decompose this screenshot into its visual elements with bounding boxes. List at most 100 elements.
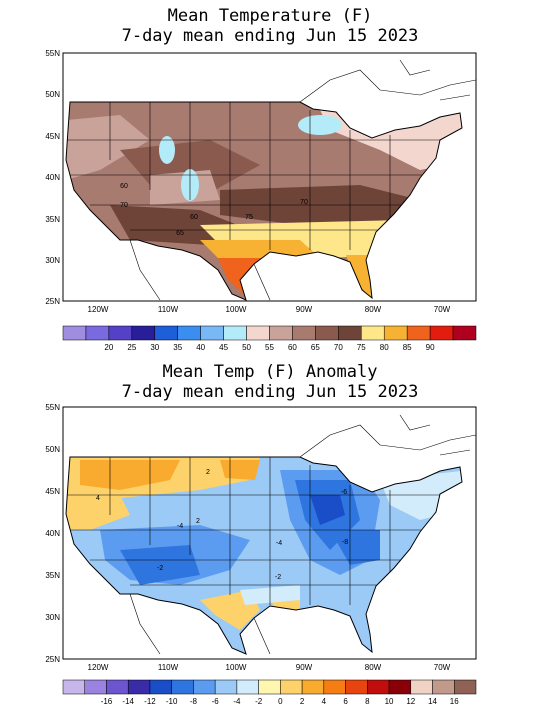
top-legend-tick: 65 bbox=[311, 343, 320, 352]
bottom-legend-swatch bbox=[106, 679, 129, 695]
bottom-legend-swatch bbox=[345, 679, 368, 695]
bottom-legend-swatch bbox=[323, 679, 346, 695]
bottom-legend-tick: 8 bbox=[365, 697, 370, 706]
top-lon-label: 100W bbox=[226, 305, 247, 314]
bottom-legend-swatch bbox=[62, 679, 85, 695]
top-coastlines bbox=[129, 59, 476, 301]
contour-label: 4 bbox=[96, 495, 100, 502]
top-lon-label: 70W bbox=[434, 305, 451, 314]
bottom-title-line2: 7-day mean ending Jun 15 2023 bbox=[121, 382, 419, 402]
contour-label: 60 bbox=[190, 214, 198, 221]
bottom-lon-label: 90W bbox=[296, 663, 313, 672]
top-legend-swatch bbox=[108, 325, 133, 341]
bottom-legend-swatch bbox=[193, 679, 216, 695]
top-legend-swatch bbox=[177, 325, 201, 341]
top-lon-label: 80W bbox=[365, 305, 382, 314]
top-lon-axis: 120W 110W 100W 90W 80W 70W bbox=[88, 305, 451, 314]
top-lat-label: 40N bbox=[45, 173, 60, 182]
contour-label: 2 bbox=[206, 469, 210, 476]
contour-label: 75 bbox=[245, 214, 253, 221]
bottom-legend-tick: 12 bbox=[406, 697, 415, 706]
top-lat-label: 35N bbox=[45, 215, 60, 224]
bottom-lat-label: 40N bbox=[45, 529, 60, 538]
bottom-map: 55N 50N 45N 40N 35N 30N 25N 120W 110W 10… bbox=[45, 403, 477, 672]
top-legend-swatch bbox=[383, 325, 408, 341]
bottom-legend: -16 -14 -12 -10 -8 -6 -4 -2 0 2 4 6 8 10 12 14 16 bbox=[62, 679, 477, 706]
contour-label: -6 bbox=[341, 489, 347, 496]
bottom-legend-tick: 0 bbox=[278, 697, 283, 706]
top-lon-label: 110W bbox=[158, 305, 179, 314]
top-lat-label: 45N bbox=[45, 132, 60, 141]
bottom-lon-axis: 120W 110W 100W 90W 80W 70W bbox=[88, 663, 451, 672]
contour-label: -8 bbox=[342, 539, 348, 546]
top-legend-swatch bbox=[154, 325, 178, 341]
bottom-legend-tick: -2 bbox=[255, 697, 263, 706]
top-legend-tick: 55 bbox=[265, 343, 274, 352]
bottom-legend-tick: 14 bbox=[428, 697, 437, 706]
bottom-lon-label: 80W bbox=[365, 663, 382, 672]
bottom-legend-tick: -16 bbox=[101, 697, 113, 706]
top-legend-swatch bbox=[429, 325, 454, 341]
top-lon-label: 90W bbox=[296, 305, 313, 314]
top-legend-swatch bbox=[131, 325, 156, 341]
bottom-state-borders bbox=[66, 457, 462, 605]
top-legend-swatch bbox=[200, 325, 224, 341]
bottom-legend-tick: -14 bbox=[122, 697, 134, 706]
bottom-legend-swatch bbox=[149, 679, 172, 695]
contour-label: 60 bbox=[120, 183, 128, 190]
top-legend-swatch bbox=[406, 325, 431, 341]
bottom-lat-label: 30N bbox=[45, 613, 60, 622]
bottom-legend-swatch bbox=[214, 679, 238, 695]
top-legend-tick: 90 bbox=[426, 343, 435, 352]
top-legend-swatch bbox=[246, 325, 270, 341]
top-legend-tick: 25 bbox=[127, 343, 136, 352]
contour-label: -4 bbox=[177, 523, 183, 530]
bottom-legend-swatch bbox=[367, 679, 390, 695]
bottom-legend-swatch bbox=[84, 679, 107, 695]
contour-label: 65 bbox=[176, 230, 184, 237]
top-legend-tick: 40 bbox=[196, 343, 205, 352]
top-legend-tick: 75 bbox=[357, 343, 366, 352]
bottom-contour-labels: 2 4 -4 2 -2 -4 -6 -8 -2 bbox=[96, 469, 348, 581]
contour-label: -4 bbox=[276, 540, 282, 547]
contour-label: -2 bbox=[275, 574, 281, 581]
top-state-borders bbox=[66, 102, 462, 250]
top-lat-label: 50N bbox=[45, 90, 60, 99]
bottom-title-line1: Mean Temp (F) Anomaly bbox=[162, 362, 378, 382]
bottom-lon-label: 110W bbox=[158, 663, 179, 672]
contour-label: 70 bbox=[300, 199, 308, 206]
top-us-outline bbox=[65, 101, 463, 301]
bottom-lon-label: 100W bbox=[226, 663, 247, 672]
top-legend-swatch bbox=[315, 325, 339, 341]
bottom-legend-swatch bbox=[127, 679, 151, 695]
bottom-legend-tick: 6 bbox=[343, 697, 348, 706]
top-legend-swatch bbox=[338, 325, 362, 341]
top-legend-swatch bbox=[292, 325, 316, 341]
bottom-legend-swatch bbox=[410, 679, 433, 695]
top-legend-swatch bbox=[62, 325, 87, 341]
bottom-legend-tick: -4 bbox=[233, 697, 241, 706]
bottom-legend-swatch bbox=[454, 679, 477, 695]
top-legend-swatch bbox=[452, 325, 477, 341]
bottom-us-outline bbox=[65, 456, 463, 655]
bottom-coastlines bbox=[129, 414, 476, 655]
top-lat-label: 25N bbox=[45, 297, 60, 306]
bottom-legend-swatch bbox=[236, 679, 259, 695]
bottom-legend-swatch bbox=[258, 679, 281, 695]
bottom-lon-label: 70W bbox=[434, 663, 451, 672]
top-legend-swatch bbox=[361, 325, 385, 341]
top-lat-label: 30N bbox=[45, 256, 60, 265]
top-legend-tick: 45 bbox=[219, 343, 228, 352]
top-legend-swatch bbox=[85, 325, 110, 341]
bottom-lat-label: 50N bbox=[45, 445, 60, 454]
top-title-line1: Mean Temperature (F) bbox=[167, 6, 373, 26]
bottom-lat-label: 45N bbox=[45, 487, 60, 496]
bottom-legend-tick: 16 bbox=[450, 697, 459, 706]
bottom-legend-tick: -6 bbox=[212, 697, 220, 706]
top-legend-tick: 30 bbox=[150, 343, 159, 352]
top-legend-tick: 85 bbox=[403, 343, 412, 352]
top-legend-tick: 70 bbox=[334, 343, 343, 352]
bottom-legend-tick: 10 bbox=[385, 697, 394, 706]
contour-label: 70 bbox=[120, 202, 128, 209]
